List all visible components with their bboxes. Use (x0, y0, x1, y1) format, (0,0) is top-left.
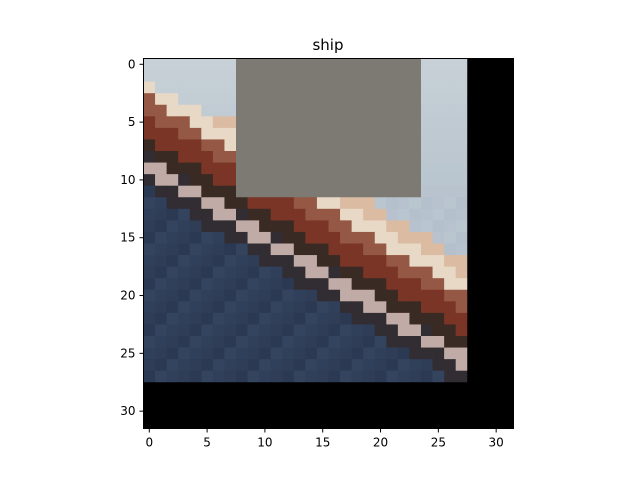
x-tick-label: 10 (257, 436, 272, 450)
x-axis: 0 5 10 15 20 25 30 (145, 428, 504, 450)
figure-title: ship (312, 36, 343, 54)
pixel-image (143, 58, 514, 429)
y-axis: 0 5 10 15 20 25 30 (120, 57, 144, 418)
x-tick-label: 30 (489, 436, 504, 450)
y-tick-label: 20 (120, 289, 135, 303)
y-tick-label: 5 (128, 115, 136, 129)
x-tick-label: 0 (145, 436, 153, 450)
y-tick-label: 25 (120, 346, 135, 360)
x-tick-label: 20 (373, 436, 388, 450)
x-tick-label: 25 (431, 436, 446, 450)
y-tick-label: 15 (120, 231, 135, 245)
y-tick-label: 30 (120, 404, 135, 418)
axes-frame (143, 58, 514, 429)
x-tick-label: 5 (203, 436, 211, 450)
x-tick-label: 15 (315, 436, 330, 450)
y-tick-label: 10 (120, 173, 135, 187)
y-tick-label: 0 (128, 57, 136, 71)
